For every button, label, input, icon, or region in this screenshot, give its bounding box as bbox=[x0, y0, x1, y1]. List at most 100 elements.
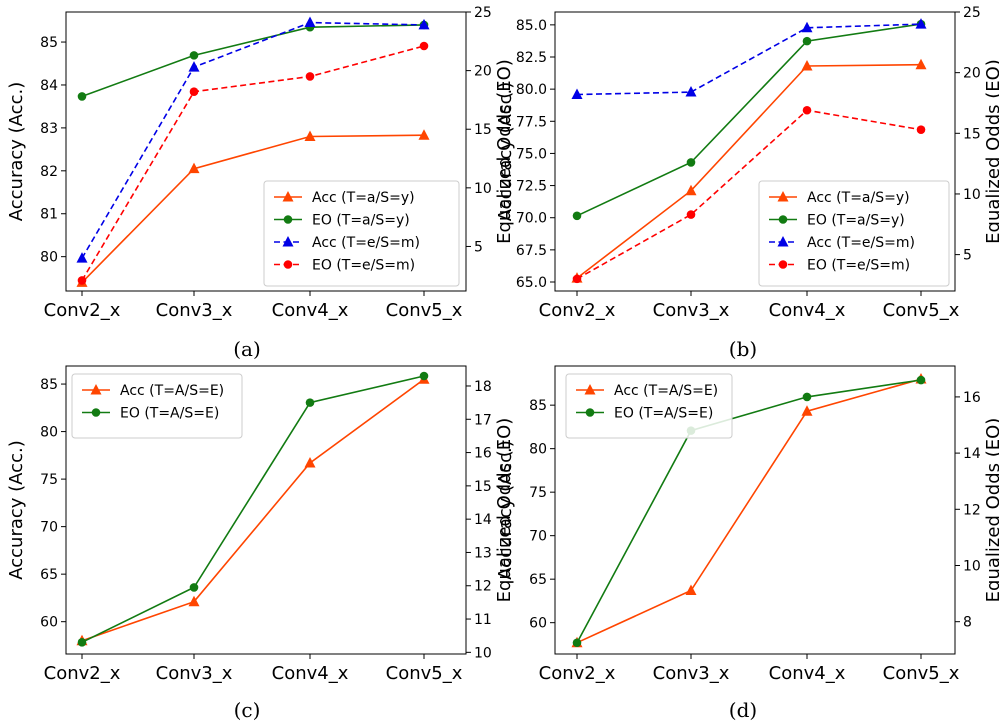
y-tick-label: 82.5 bbox=[516, 50, 547, 66]
point-2-2 bbox=[304, 16, 316, 28]
y2-axis-label: Equalized Odds (EO) bbox=[494, 418, 515, 603]
point-3-3 bbox=[419, 41, 429, 51]
legend-label: EO (T=a/S=y) bbox=[807, 213, 905, 229]
series-line-0 bbox=[576, 63, 922, 279]
point-1-1 bbox=[686, 158, 696, 167]
y2-tick-label: 12 bbox=[474, 579, 492, 595]
chart-1: Conv2_x Conv3_x Conv4_x Conv5_x 65.0 67.5 70.0… bbox=[495, 5, 999, 361]
series-line-1 bbox=[81, 375, 425, 644]
legend-marker bbox=[90, 384, 102, 395]
chart-0: Conv2_x Conv3_x Conv4_x Conv5_x 80 81 82 83 84 85… bbox=[6, 5, 515, 361]
point-1-2 bbox=[802, 392, 812, 402]
y-tick-label: 81 bbox=[40, 207, 58, 223]
legend-marker bbox=[778, 215, 788, 224]
legend: Acc (T=A/S=E) EO (T=A/S=E) bbox=[71, 373, 243, 439]
legend-box bbox=[71, 373, 243, 439]
y2-tick-label: 20 bbox=[474, 64, 492, 80]
point-0-2 bbox=[304, 130, 316, 141]
y2-tick-label: 15 bbox=[474, 122, 492, 138]
point-3-0 bbox=[77, 276, 87, 285]
y-tick-label: 85.0 bbox=[516, 18, 547, 34]
legend-marker bbox=[282, 191, 294, 202]
point-0-3 bbox=[915, 58, 927, 70]
x-tick-label: Conv5_x bbox=[386, 300, 463, 321]
legend: Acc (T=A/S=E) EO (T=A/S=E) bbox=[565, 373, 733, 439]
y2-axis-label: Equalized Odds (EO) bbox=[983, 418, 999, 603]
y2-tick-label: 12 bbox=[963, 502, 981, 518]
y2-tick-label: 18 bbox=[474, 379, 492, 395]
legend: Acc (T=a/S=y) EO (T=a/S=y) Acc (T=e/S=m) EO… bbox=[263, 180, 460, 287]
y2-tick-label: 10 bbox=[474, 645, 492, 661]
y-tick-label: 80 bbox=[40, 425, 58, 441]
plot-frame bbox=[65, 11, 467, 292]
series-line-1 bbox=[576, 23, 922, 217]
point-3-1 bbox=[189, 87, 199, 97]
chart-3: Conv2_x Conv3_x Conv4_x Conv5_x 60 65 70 75 80 85… bbox=[495, 365, 999, 722]
y2-tick-label: 13 bbox=[474, 545, 492, 561]
y-tick-label: 85 bbox=[40, 35, 58, 51]
y-tick-label: 75 bbox=[529, 485, 547, 501]
series-line-0 bbox=[576, 378, 922, 644]
point-0-2 bbox=[801, 60, 813, 71]
y-tick-label: 75 bbox=[40, 472, 58, 488]
legend-marker bbox=[585, 408, 595, 417]
y2-tick-label: 16 bbox=[963, 390, 981, 406]
y-tick-label: 67.5 bbox=[516, 243, 547, 259]
y2-tick-label: 14 bbox=[963, 446, 981, 462]
x-tick-label: Conv4_x bbox=[272, 663, 349, 684]
x-tick-label: Conv3_x bbox=[156, 663, 233, 684]
y-tick-label: 65 bbox=[40, 567, 58, 583]
y2-tick-label: 5 bbox=[963, 248, 972, 264]
point-3-2 bbox=[802, 105, 812, 115]
y-tick-label: 72.5 bbox=[516, 179, 547, 195]
point-1-1 bbox=[189, 583, 199, 592]
y2-tick-label: 25 bbox=[474, 5, 492, 21]
series-line-3 bbox=[81, 45, 425, 281]
legend-marker bbox=[282, 236, 294, 247]
y-axis-label: Accuracy (Acc.) bbox=[6, 440, 27, 579]
y-axis-label: Accuracy (Acc.) bbox=[6, 82, 27, 221]
plot-frame bbox=[554, 11, 956, 292]
point-3-3 bbox=[916, 125, 926, 134]
legend-label: EO (T=a/S=y) bbox=[312, 213, 410, 229]
subfigure-caption: (d) bbox=[729, 698, 757, 722]
point-2-0 bbox=[76, 252, 88, 263]
legend-marker bbox=[777, 236, 789, 247]
series-line-3 bbox=[576, 109, 922, 280]
point-2-3 bbox=[418, 18, 430, 30]
point-1-0 bbox=[572, 211, 582, 221]
legend-marker bbox=[777, 191, 789, 202]
point-0-2 bbox=[304, 456, 316, 468]
legend: Acc (T=a/S=y) EO (T=a/S=y) Acc (T=e/S=m) EO… bbox=[758, 180, 950, 287]
y-tick-label: 80 bbox=[40, 250, 58, 266]
point-0-3 bbox=[418, 129, 430, 140]
y-tick-label: 60 bbox=[529, 616, 547, 632]
y2-tick-label: 15 bbox=[963, 126, 981, 142]
subfigure-caption: (c) bbox=[234, 698, 261, 722]
legend-label: Acc (T=A/S=E) bbox=[614, 383, 718, 399]
legend-label: EO (T=e/S=m) bbox=[312, 258, 415, 274]
y2-tick-label: 15 bbox=[474, 479, 492, 495]
y-tick-label: 80 bbox=[529, 442, 547, 458]
point-3-1 bbox=[686, 210, 696, 219]
point-3-0 bbox=[572, 274, 582, 284]
point-2-0 bbox=[571, 88, 583, 99]
y2-tick-label: 20 bbox=[963, 66, 981, 82]
x-tick-label: Conv4_x bbox=[272, 300, 349, 321]
point-0-1 bbox=[685, 584, 697, 595]
legend-box bbox=[263, 180, 460, 287]
subfigure-caption: (a) bbox=[233, 337, 261, 361]
y2-axis-label: Equalized Odds (EO) bbox=[983, 59, 999, 244]
y2-axis-label: Equalized Odds (EO) bbox=[494, 59, 515, 244]
legend-label: EO (T=A/S=E) bbox=[120, 406, 219, 422]
x-tick-label: Conv3_x bbox=[156, 300, 233, 321]
point-0-1 bbox=[685, 184, 697, 196]
y-tick-label: 70 bbox=[529, 529, 547, 545]
y2-tick-label: 10 bbox=[963, 187, 981, 203]
legend-marker bbox=[91, 408, 101, 417]
point-2-1 bbox=[188, 61, 200, 72]
y-tick-label: 84 bbox=[40, 78, 58, 94]
y-tick-label: 77.5 bbox=[516, 114, 547, 130]
x-tick-label: Conv2_x bbox=[539, 300, 616, 321]
subfigure-caption: (b) bbox=[729, 337, 757, 361]
